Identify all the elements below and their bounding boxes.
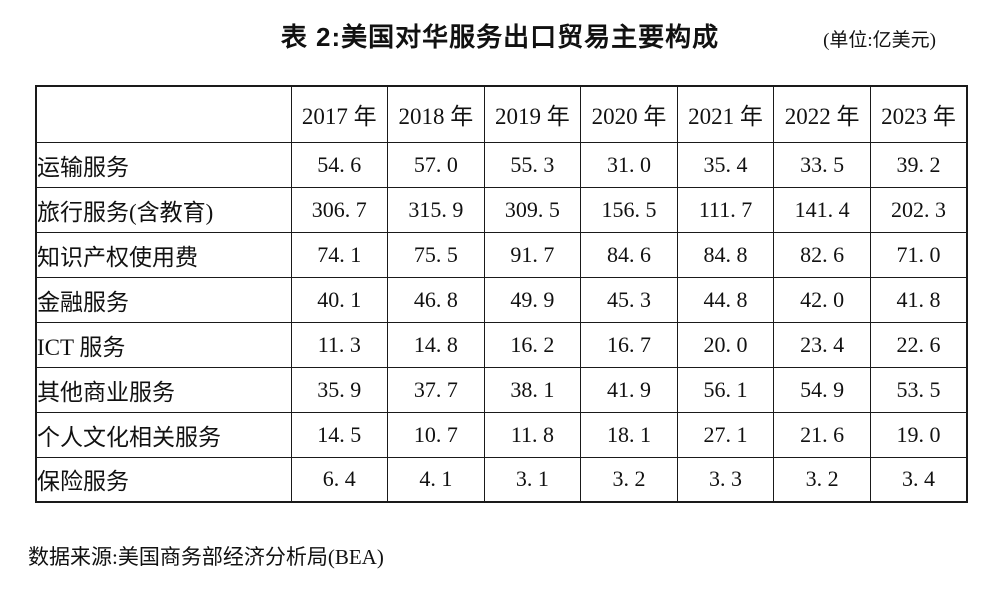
value-cell: 21. 6 <box>773 411 871 458</box>
value-cell: 14. 8 <box>387 321 485 368</box>
row-label: 其他商业服务 <box>35 366 292 413</box>
row-label: 个人文化相关服务 <box>35 411 292 458</box>
row-label: 知识产权使用费 <box>35 231 292 278</box>
value-cell: 11. 3 <box>290 321 389 368</box>
table-row: 保险服务 6. 4 4. 1 3. 1 3. 2 3. 3 3. 2 3. 4 <box>35 456 968 503</box>
value-cell: 309. 5 <box>483 186 582 233</box>
value-cell: 10. 7 <box>387 411 485 458</box>
column-header: 2019 年 <box>483 85 582 143</box>
value-cell: 3. 3 <box>676 456 775 503</box>
data-table: 2017 年 2018 年 2019 年 2020 年 2021 年 2022 年 2023… <box>35 85 968 503</box>
value-cell: 41. 9 <box>580 366 678 413</box>
value-cell: 3. 1 <box>483 456 582 503</box>
value-cell: 3. 4 <box>869 456 968 503</box>
value-cell: 57. 0 <box>387 141 485 188</box>
row-label: 保险服务 <box>35 456 292 503</box>
column-header: 2018 年 <box>387 85 485 143</box>
value-cell: 16. 2 <box>483 321 582 368</box>
value-cell: 49. 9 <box>483 276 582 323</box>
value-cell: 38. 1 <box>483 366 582 413</box>
value-cell: 35. 9 <box>290 366 389 413</box>
value-cell: 315. 9 <box>387 186 485 233</box>
value-cell: 16. 7 <box>580 321 678 368</box>
value-cell: 31. 0 <box>580 141 678 188</box>
row-label: 金融服务 <box>35 276 292 323</box>
column-header: 2017 年 <box>290 85 389 143</box>
value-cell: 27. 1 <box>676 411 775 458</box>
header-row: 2017 年 2018 年 2019 年 2020 年 2021 年 2022 年 2023… <box>35 85 968 143</box>
value-cell: 14. 5 <box>290 411 389 458</box>
value-cell: 156. 5 <box>580 186 678 233</box>
value-cell: 54. 6 <box>290 141 389 188</box>
value-cell: 84. 6 <box>580 231 678 278</box>
value-cell: 45. 3 <box>580 276 678 323</box>
row-label: ICT 服务 <box>35 321 292 368</box>
value-cell: 41. 8 <box>869 276 968 323</box>
table-row: 运输服务 54. 6 57. 0 55. 3 31. 0 35. 4 33. 5 39. 2 <box>35 141 968 188</box>
column-header: 2021 年 <box>676 85 775 143</box>
row-label: 旅行服务(含教育) <box>35 186 292 233</box>
value-cell: 19. 0 <box>869 411 968 458</box>
value-cell: 42. 0 <box>773 276 871 323</box>
value-cell: 82. 6 <box>773 231 871 278</box>
value-cell: 4. 1 <box>387 456 485 503</box>
figure-title: 表 2:美国对华服务出口贸易主要构成 <box>280 22 720 52</box>
table-row: ICT 服务 11. 3 14. 8 16. 2 16. 7 20. 0 23. 4 22. … <box>35 321 968 368</box>
value-cell: 3. 2 <box>580 456 678 503</box>
value-cell: 35. 4 <box>676 141 775 188</box>
value-cell: 55. 3 <box>483 141 582 188</box>
table-row: 知识产权使用费 74. 1 75. 5 91. 7 84. 6 84. 8 82. 6 71.… <box>35 231 968 278</box>
value-cell: 20. 0 <box>676 321 775 368</box>
value-cell: 44. 8 <box>676 276 775 323</box>
value-cell: 202. 3 <box>869 186 968 233</box>
value-cell: 18. 1 <box>580 411 678 458</box>
value-cell: 37. 7 <box>387 366 485 413</box>
value-cell: 23. 4 <box>773 321 871 368</box>
value-cell: 91. 7 <box>483 231 582 278</box>
value-cell: 71. 0 <box>869 231 968 278</box>
value-cell: 53. 5 <box>869 366 968 413</box>
value-cell: 74. 1 <box>290 231 389 278</box>
value-cell: 39. 2 <box>869 141 968 188</box>
value-cell: 46. 8 <box>387 276 485 323</box>
row-label: 运输服务 <box>35 141 292 188</box>
source-note: 数据来源:美国商务部经济分析局(BEA) <box>28 545 384 569</box>
table-row: 个人文化相关服务 14. 5 10. 7 11. 8 18. 1 27. 1 21. 6 19… <box>35 411 968 458</box>
unit-note: (单位:亿美元) <box>823 30 936 51</box>
value-cell: 111. 7 <box>676 186 775 233</box>
table-row: 其他商业服务 35. 9 37. 7 38. 1 41. 9 56. 1 54. 9 53. … <box>35 366 968 413</box>
title-row: 表 2:美国对华服务出口贸易主要构成 (单位:亿美元) <box>0 20 1000 60</box>
value-cell: 54. 9 <box>773 366 871 413</box>
value-cell: 84. 8 <box>676 231 775 278</box>
value-cell: 40. 1 <box>290 276 389 323</box>
value-cell: 75. 5 <box>387 231 485 278</box>
value-cell: 22. 6 <box>869 321 968 368</box>
value-cell: 33. 5 <box>773 141 871 188</box>
value-cell: 141. 4 <box>773 186 871 233</box>
value-cell: 56. 1 <box>676 366 775 413</box>
value-cell: 3. 2 <box>773 456 871 503</box>
column-header: 2020 年 <box>580 85 678 143</box>
column-header: 2023 年 <box>869 85 968 143</box>
table-row: 金融服务 40. 1 46. 8 49. 9 45. 3 44. 8 42. 0 41. 8 <box>35 276 968 323</box>
corner-cell <box>35 85 292 143</box>
column-header: 2022 年 <box>773 85 871 143</box>
value-cell: 306. 7 <box>290 186 389 233</box>
value-cell: 6. 4 <box>290 456 389 503</box>
value-cell: 11. 8 <box>483 411 582 458</box>
